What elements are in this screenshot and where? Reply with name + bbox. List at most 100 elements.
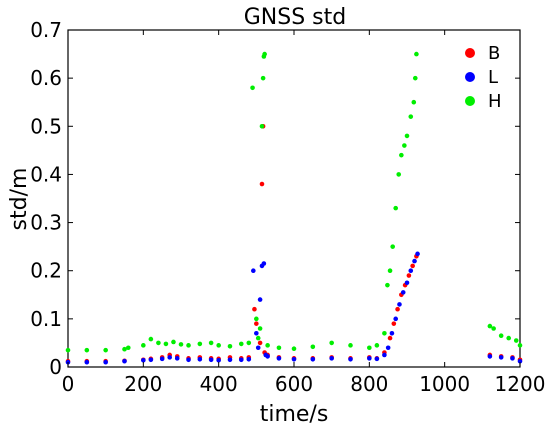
point-H-47 bbox=[487, 323, 493, 329]
point-B-16 bbox=[252, 306, 257, 312]
point-L-41 bbox=[487, 354, 493, 359]
point-L-42 bbox=[498, 355, 504, 360]
point-L-37 bbox=[404, 280, 410, 286]
y-tick-label-5: 0.5 bbox=[30, 114, 62, 138]
point-H-27 bbox=[276, 345, 282, 351]
point-H-44 bbox=[411, 99, 417, 105]
point-L-33 bbox=[389, 331, 395, 336]
series-B bbox=[65, 123, 523, 364]
point-H-23 bbox=[260, 75, 266, 81]
point-H-5 bbox=[141, 343, 146, 348]
point-L-38 bbox=[408, 268, 414, 274]
point-L-15 bbox=[246, 357, 252, 362]
legend-marker-H bbox=[465, 96, 475, 106]
point-L-8 bbox=[174, 356, 180, 361]
point-H-20 bbox=[255, 335, 261, 341]
point-L-26 bbox=[310, 357, 316, 362]
y-tick-label-0: 0 bbox=[49, 355, 62, 379]
legend-marker-L bbox=[465, 72, 475, 82]
point-H-4 bbox=[125, 345, 131, 351]
point-H-50 bbox=[506, 335, 512, 341]
series-H bbox=[65, 51, 523, 353]
point-H-1 bbox=[84, 347, 90, 353]
point-H-33 bbox=[374, 343, 380, 348]
point-H-49 bbox=[498, 333, 504, 339]
point-L-36 bbox=[400, 290, 406, 295]
y-tick-label-4: 0.4 bbox=[30, 162, 62, 186]
point-H-7 bbox=[156, 340, 161, 346]
point-H-40 bbox=[399, 152, 404, 158]
chart-title: GNSS std bbox=[244, 5, 346, 30]
point-L-21 bbox=[261, 261, 267, 266]
point-H-3 bbox=[122, 346, 127, 352]
x-axis-label: time/s bbox=[260, 402, 329, 427]
point-L-13 bbox=[227, 357, 233, 363]
point-L-19 bbox=[257, 297, 263, 302]
point-H-18 bbox=[250, 85, 255, 91]
y-tick-label-2: 0.2 bbox=[30, 259, 62, 283]
point-H-12 bbox=[197, 341, 203, 347]
legend-label-L: L bbox=[488, 67, 498, 88]
point-L-5 bbox=[148, 357, 154, 363]
point-L-17 bbox=[254, 331, 259, 336]
point-H-19 bbox=[254, 316, 259, 322]
point-H-36 bbox=[387, 268, 393, 274]
x-tick-label-0: 0 bbox=[62, 372, 75, 396]
point-L-18 bbox=[255, 345, 261, 351]
point-H-35 bbox=[385, 282, 390, 288]
legend-label-H: H bbox=[488, 91, 502, 112]
x-tick-label-2: 400 bbox=[200, 372, 238, 396]
point-L-43 bbox=[510, 356, 515, 361]
point-H-15 bbox=[227, 344, 233, 349]
point-L-4 bbox=[141, 357, 146, 363]
point-L-35 bbox=[397, 302, 402, 307]
point-L-12 bbox=[216, 357, 221, 363]
legend-label-B: B bbox=[488, 43, 500, 64]
point-H-29 bbox=[310, 344, 316, 350]
point-L-11 bbox=[208, 357, 214, 363]
point-L-23 bbox=[265, 354, 270, 359]
point-L-29 bbox=[367, 356, 372, 361]
point-H-6 bbox=[148, 336, 154, 342]
point-H-13 bbox=[208, 340, 214, 346]
series-L bbox=[65, 251, 523, 365]
x-tick-label-6: 1200 bbox=[495, 372, 546, 396]
point-L-28 bbox=[348, 357, 353, 362]
point-H-30 bbox=[329, 340, 334, 346]
y-tick-label-6: 0.6 bbox=[30, 66, 62, 90]
point-H-32 bbox=[367, 345, 372, 351]
point-H-38 bbox=[393, 205, 399, 211]
point-L-9 bbox=[186, 357, 191, 363]
point-H-0 bbox=[65, 347, 71, 353]
point-L-24 bbox=[276, 356, 282, 361]
point-B-33 bbox=[395, 306, 400, 312]
point-B-32 bbox=[391, 321, 397, 326]
point-H-37 bbox=[390, 244, 395, 249]
point-L-27 bbox=[329, 356, 334, 361]
point-H-42 bbox=[404, 133, 410, 139]
point-B-17 bbox=[254, 321, 259, 326]
point-L-10 bbox=[197, 357, 203, 362]
point-B-31 bbox=[387, 335, 393, 341]
point-L-3 bbox=[122, 358, 127, 364]
plot-area-frame bbox=[67, 29, 521, 368]
point-H-16 bbox=[238, 341, 244, 347]
y-axis-label: std/m bbox=[7, 168, 32, 231]
point-L-31 bbox=[382, 352, 387, 358]
point-L-34 bbox=[393, 316, 399, 322]
point-H-51 bbox=[513, 338, 519, 343]
point-L-14 bbox=[238, 357, 244, 363]
point-L-39 bbox=[412, 258, 417, 264]
point-L-1 bbox=[84, 359, 90, 365]
point-H-22 bbox=[259, 123, 265, 129]
point-H-28 bbox=[291, 346, 297, 352]
point-H-45 bbox=[412, 75, 418, 81]
point-L-44 bbox=[517, 358, 523, 364]
x-axis-ticks: 0 200 400 600 800 1000 1200 bbox=[62, 30, 546, 396]
y-tick-label-1: 0.1 bbox=[30, 307, 62, 331]
legend-marker-B bbox=[465, 48, 475, 58]
point-H-2 bbox=[103, 347, 108, 353]
point-H-25 bbox=[262, 51, 267, 57]
y-tick-label-7: 0.7 bbox=[30, 18, 62, 42]
x-tick-label-1: 200 bbox=[124, 372, 162, 396]
